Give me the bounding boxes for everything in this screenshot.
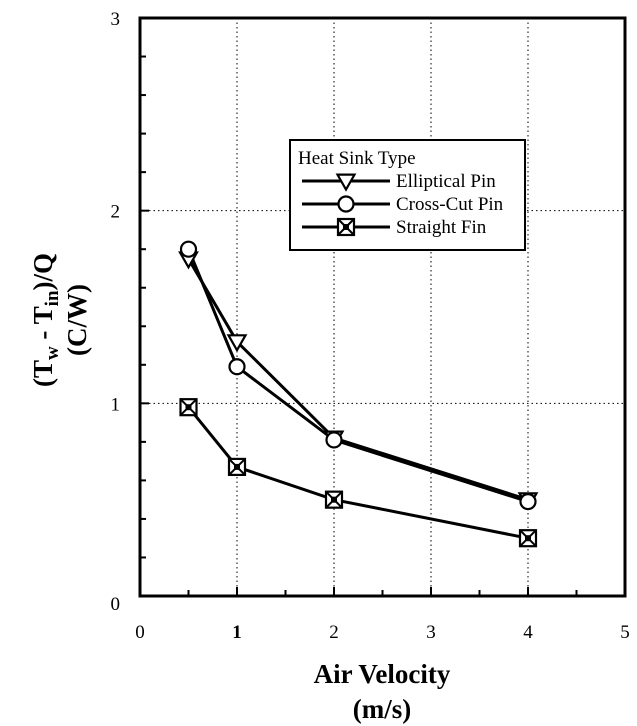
y-tick-label: 3 (111, 9, 121, 30)
x-tick-label: 4 (523, 622, 533, 643)
y-tick-label: 1 (111, 394, 121, 415)
data-point-marker (518, 529, 538, 548)
tick-labels: 0 1 2 3 4 5 0 1 2 3 (111, 9, 630, 643)
data-point-marker (324, 490, 344, 509)
plot-area-frame (138, 16, 627, 598)
square-marker-center (331, 496, 337, 503)
data-point-marker (179, 398, 198, 417)
legend-title: Heat Sink Type (298, 148, 416, 169)
legend-label: Cross-Cut Pin (396, 194, 504, 215)
series-line (187, 258, 529, 502)
square-marker-center (343, 224, 349, 230)
x-tick-label: 3 (426, 622, 436, 643)
y-axis-unit: (C/W) (62, 284, 92, 356)
x-tick-label: 5 (620, 622, 630, 643)
x-tick-label: 1 (232, 622, 242, 643)
y-axis-title-text: (Tw - Tin)/Q (28, 253, 63, 387)
y-axis-title-subscript: w (42, 346, 63, 360)
legend-marker (336, 217, 356, 237)
legend-label: Straight Fin (396, 217, 487, 238)
y-axis-title-part: (T (28, 360, 58, 387)
y-axis-title-subscript: in (42, 290, 63, 306)
y-tick-label: 2 (111, 202, 121, 223)
x-tick-label: 2 (329, 622, 339, 643)
data-point-marker (226, 334, 248, 353)
series-line (187, 248, 529, 504)
y-axis-title: (Tw - Tin)/Q (C/W) (28, 253, 92, 387)
square-marker-center (234, 463, 240, 470)
legend-marker (335, 173, 357, 192)
series-lines (187, 248, 529, 540)
square-marker-center (525, 535, 531, 542)
data-point-marker (325, 431, 343, 449)
series-markers (178, 240, 539, 548)
y-axis-title-part: )/Q (28, 253, 58, 291)
y-tick-label: 0 (111, 594, 121, 615)
data-point-marker (179, 240, 198, 258)
x-tick-label: 0 (135, 622, 145, 643)
square-marker-center (185, 404, 192, 411)
data-point-marker (227, 457, 247, 477)
data-point-marker (519, 492, 537, 511)
legend-box (289, 139, 526, 251)
legend-marker (337, 195, 355, 213)
y-axis-title-part: - T (28, 306, 58, 346)
x-axis-title: Air Velocity (314, 659, 451, 689)
x-axis-unit: (m/s) (353, 694, 411, 724)
data-point-marker (228, 358, 246, 376)
series-line (187, 406, 529, 540)
legend-label: Elliptical Pin (396, 171, 496, 192)
